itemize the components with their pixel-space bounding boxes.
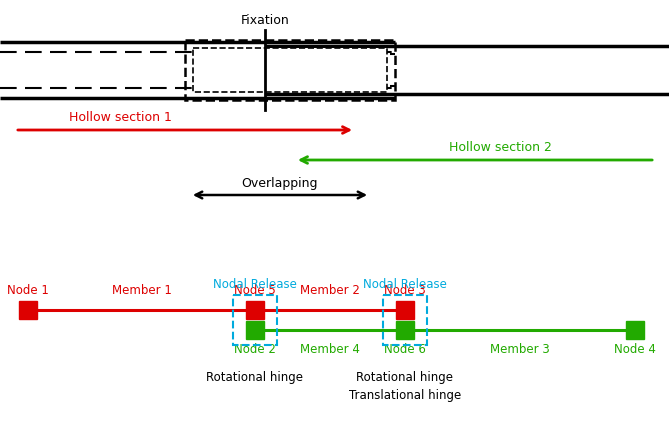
Text: Node 3: Node 3 (384, 284, 426, 297)
Text: Fixation: Fixation (241, 14, 290, 27)
Text: Overlapping: Overlapping (242, 177, 318, 190)
Bar (19, 301, 37, 319)
Text: Member 4: Member 4 (300, 343, 360, 356)
Text: Node 5: Node 5 (234, 284, 276, 297)
Text: Rotational hinge: Rotational hinge (357, 371, 454, 384)
Text: Node 1: Node 1 (7, 284, 49, 297)
Bar (626, 321, 644, 339)
Text: Member 3: Member 3 (490, 343, 550, 356)
Bar (396, 321, 414, 339)
Text: Hollow section 1: Hollow section 1 (68, 111, 171, 124)
Text: Member 1: Member 1 (112, 284, 171, 297)
Text: Node 6: Node 6 (384, 343, 426, 356)
Text: Nodal Release: Nodal Release (213, 278, 297, 291)
Bar (185, 40, 395, 100)
Bar (246, 321, 264, 339)
Bar (246, 301, 264, 319)
Bar (193, 48, 387, 92)
Text: Node 4: Node 4 (614, 343, 656, 356)
Text: Nodal Release: Nodal Release (363, 278, 447, 291)
Text: Hollow section 2: Hollow section 2 (448, 141, 551, 154)
Text: Rotational hinge: Rotational hinge (207, 371, 304, 384)
Bar (233, 295, 277, 345)
Bar (396, 301, 414, 319)
Bar (383, 295, 427, 345)
Text: Member 2: Member 2 (300, 284, 360, 297)
Text: Node 2: Node 2 (234, 343, 276, 356)
Text: Translational hinge: Translational hinge (349, 389, 461, 402)
